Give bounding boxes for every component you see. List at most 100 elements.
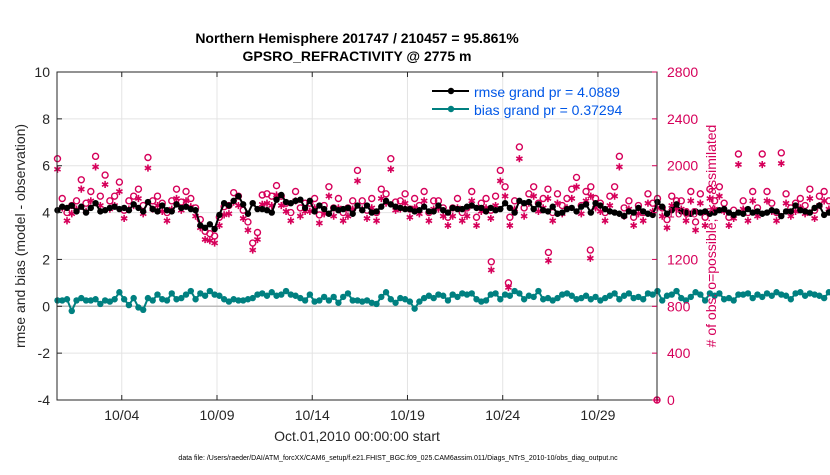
assimilated-obs-point bbox=[173, 194, 181, 203]
bias-series-point bbox=[97, 300, 104, 308]
bias-series-point bbox=[206, 287, 214, 295]
assimilated-obs-point bbox=[315, 219, 323, 227]
bias-series-point bbox=[268, 289, 275, 296]
x-tick-label: 10/24 bbox=[485, 407, 520, 423]
possible-obs-point bbox=[825, 197, 830, 205]
bias-series-point bbox=[420, 294, 428, 302]
rmse-series-point bbox=[511, 209, 518, 216]
bias-series-point bbox=[68, 307, 75, 315]
rmse-series-point bbox=[82, 209, 90, 216]
rmse-series-point bbox=[120, 204, 128, 212]
rmse-series-point bbox=[454, 205, 461, 213]
y-tick-label: 2 bbox=[42, 251, 50, 267]
rmse-series-point bbox=[482, 208, 490, 215]
rmse-series-point bbox=[816, 202, 823, 209]
assimilated-obs-point bbox=[744, 217, 752, 225]
rmse-series-point bbox=[435, 202, 442, 209]
y-axis-label: rmse and bias (model - observation) bbox=[12, 124, 28, 348]
rmse-series-point bbox=[201, 224, 209, 231]
possible-obs-point bbox=[587, 183, 595, 191]
rmse-series-point bbox=[330, 204, 337, 212]
bias-series-point bbox=[701, 297, 709, 304]
rmse-series-point bbox=[668, 207, 675, 214]
rmse-series-point bbox=[811, 204, 818, 212]
y2-tick-label: 400 bbox=[667, 345, 691, 361]
bias-series-point bbox=[387, 296, 395, 303]
bias-series-point bbox=[325, 297, 333, 304]
x-tick-label: 10/19 bbox=[390, 407, 425, 423]
bias-series-point bbox=[482, 297, 490, 304]
assimilated-obs-point bbox=[244, 226, 252, 234]
bias-series-point bbox=[611, 290, 618, 297]
x-axis-label: Oct.01,2010 00:00:00 start bbox=[274, 428, 440, 444]
bias-series-point bbox=[78, 294, 85, 302]
rmse-series-point bbox=[278, 191, 285, 199]
rmse-series-point bbox=[525, 198, 533, 206]
rmse-series-point bbox=[744, 205, 752, 213]
axis-layer: 10/04 10/09 10/14 10/19 10/24 10/29 -4 -2 0 2 4 6 8 1… bbox=[34, 64, 698, 423]
bias-series-point bbox=[201, 292, 209, 299]
rmse-series-point bbox=[630, 209, 637, 216]
assimilated-obs-point bbox=[749, 197, 757, 205]
rmse-series-point bbox=[316, 202, 323, 209]
assimilated-obs-point bbox=[639, 217, 647, 225]
bias-series-point bbox=[797, 289, 804, 296]
rmse-series-point bbox=[559, 209, 566, 216]
bias-series-point bbox=[339, 293, 347, 301]
rmse-series-point bbox=[101, 207, 109, 214]
assimilated-obs-point bbox=[544, 194, 552, 203]
bias-series-point bbox=[192, 296, 199, 303]
rmse-series-point bbox=[506, 204, 514, 212]
bias-series-point bbox=[616, 296, 623, 303]
rmse-series-point bbox=[620, 212, 628, 220]
rmse-series-point bbox=[601, 205, 609, 213]
assimilated-obs-point bbox=[782, 199, 790, 207]
rmse-series-point bbox=[87, 204, 95, 212]
bias-series-point bbox=[292, 292, 299, 299]
rmse-series-point bbox=[468, 202, 475, 209]
possible-obs-point bbox=[720, 199, 728, 207]
bias-series-point bbox=[168, 290, 175, 297]
assimilated-obs-point bbox=[777, 159, 785, 167]
possible-obs-point bbox=[82, 199, 90, 207]
bias-series-point bbox=[601, 294, 609, 302]
assimilated-obs-point bbox=[773, 217, 781, 225]
bias-series-point bbox=[511, 287, 518, 295]
y2-tick-label: 2800 bbox=[667, 64, 698, 80]
rmse-series-point bbox=[782, 208, 790, 215]
rmse-series-point bbox=[597, 202, 604, 209]
rmse-series-point bbox=[635, 204, 642, 212]
assimilated-obs-point bbox=[496, 177, 504, 185]
bias-series-point bbox=[220, 296, 228, 303]
rmse-series-point bbox=[349, 210, 356, 217]
possible-obs-point bbox=[106, 197, 114, 205]
assimilated-obs-point bbox=[387, 165, 395, 173]
assimilated-obs-point bbox=[515, 155, 523, 163]
possible-obs-point bbox=[229, 188, 238, 197]
assimilated-obs-point bbox=[287, 217, 295, 225]
bias-series-point bbox=[582, 292, 590, 299]
bias-series-point bbox=[587, 296, 595, 303]
bias-series-point bbox=[316, 297, 323, 304]
assimilated-obs-point bbox=[239, 214, 247, 223]
possible-obs-point bbox=[401, 190, 409, 198]
bias-series-point bbox=[820, 294, 828, 302]
assimilated-obs-point bbox=[687, 197, 695, 205]
rmse-series-point bbox=[363, 202, 371, 209]
possible-obs-point bbox=[91, 152, 100, 161]
rmse-series-point bbox=[425, 208, 433, 215]
rmse-series-point bbox=[297, 196, 304, 203]
bias-series-point bbox=[549, 297, 556, 304]
rmse-series-point bbox=[787, 208, 795, 215]
possible-obs-point bbox=[586, 246, 595, 254]
rmse-series-point bbox=[725, 209, 733, 216]
assimilated-obs-point bbox=[420, 197, 428, 205]
bias-series-point bbox=[135, 304, 142, 311]
assimilated-obs-point bbox=[296, 212, 304, 220]
rmse-series-point bbox=[406, 205, 414, 213]
possible-obs-point bbox=[739, 197, 747, 205]
assimilated-obs-point bbox=[501, 192, 509, 200]
assimilated-obs-point bbox=[211, 239, 219, 247]
assimilated-obs-point bbox=[725, 221, 733, 230]
